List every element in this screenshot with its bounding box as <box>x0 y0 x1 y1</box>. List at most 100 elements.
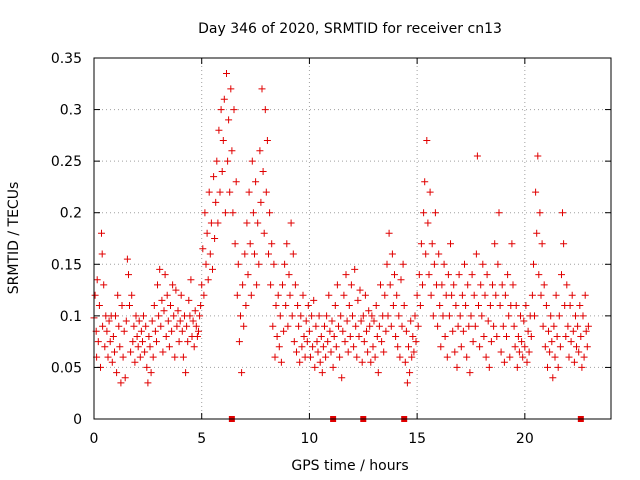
data-point <box>468 271 476 279</box>
data-point <box>548 338 556 346</box>
data-point <box>267 281 275 289</box>
data-point <box>219 137 227 144</box>
data-point <box>365 307 373 315</box>
data-point <box>492 291 500 299</box>
data-point <box>454 322 462 330</box>
data-point <box>323 312 331 320</box>
data-point <box>196 312 204 320</box>
data-point <box>162 333 170 340</box>
data-point <box>240 322 248 330</box>
data-point <box>165 343 173 351</box>
data-point <box>296 358 304 366</box>
data-point <box>448 291 456 299</box>
data-point <box>528 291 536 299</box>
data-point <box>257 198 265 206</box>
data-point <box>247 291 255 299</box>
data-point <box>501 291 509 299</box>
y-tick-label: 0.1 <box>60 309 82 325</box>
data-point <box>283 240 291 248</box>
data-point <box>421 178 429 186</box>
data-point <box>496 302 504 309</box>
data-point <box>536 209 544 217</box>
data-point <box>171 353 179 361</box>
data-point <box>480 333 488 340</box>
data-point <box>406 369 414 377</box>
data-point <box>213 157 221 165</box>
data-point <box>458 291 466 299</box>
data-point <box>377 281 384 289</box>
axis-ticks: 0 0.05 0.1 0.15 0.2 0.25 0.3 0.35 0 5 10 15 20 <box>51 51 611 447</box>
data-point <box>233 291 241 299</box>
data-point <box>294 302 302 309</box>
data-point <box>286 291 294 299</box>
data-point <box>224 157 232 165</box>
data-point <box>159 348 167 356</box>
data-point <box>560 240 568 248</box>
data-point <box>232 178 240 186</box>
data-point <box>189 317 197 325</box>
data-point <box>120 327 128 335</box>
data-point <box>201 209 209 217</box>
data-point <box>555 312 563 320</box>
data-point <box>122 317 130 325</box>
data-point <box>263 137 271 144</box>
data-point <box>291 281 299 289</box>
y-tick-label: 0.35 <box>51 51 82 67</box>
data-point <box>509 281 517 289</box>
data-point <box>582 327 590 335</box>
data-point <box>338 374 346 382</box>
data-point <box>108 358 116 366</box>
data-point <box>443 353 451 361</box>
data-point <box>319 343 327 351</box>
data-point <box>144 379 152 387</box>
data-point <box>525 348 533 356</box>
y-tick-label: 0.05 <box>51 360 82 376</box>
data-point <box>370 317 378 325</box>
data-point <box>326 327 334 335</box>
data-point <box>356 286 364 294</box>
data-point <box>475 302 482 309</box>
data-point <box>302 317 310 325</box>
data-point <box>308 312 316 320</box>
data-point <box>118 302 126 309</box>
data-point <box>167 302 174 309</box>
data-point <box>577 333 585 340</box>
data-point <box>407 317 415 325</box>
data-point <box>396 353 404 361</box>
data-point <box>521 343 529 351</box>
data-point <box>303 338 311 346</box>
data-point <box>183 322 191 330</box>
data-point <box>148 317 156 325</box>
data-point <box>403 379 411 387</box>
data-point <box>147 369 155 377</box>
data-point <box>386 281 394 289</box>
data-point <box>216 188 224 196</box>
data-point <box>198 281 206 289</box>
data-point <box>414 322 422 330</box>
data-point <box>177 291 185 299</box>
data-point <box>133 333 141 340</box>
data-point <box>140 312 147 320</box>
data-point <box>337 312 345 320</box>
data-point <box>329 363 337 371</box>
data-point <box>552 291 560 299</box>
data-point <box>157 322 165 330</box>
data-point <box>515 348 523 356</box>
data-point <box>290 338 298 346</box>
data-point <box>473 152 481 160</box>
data-point <box>335 322 342 330</box>
data-point <box>231 240 239 248</box>
data-point <box>285 271 293 279</box>
data-point <box>141 348 149 356</box>
data-point <box>256 147 264 155</box>
data-point <box>169 281 177 289</box>
data-point <box>349 312 356 320</box>
data-point <box>447 240 454 248</box>
data-point <box>422 250 430 258</box>
data-point <box>251 250 258 258</box>
data-point <box>424 219 432 227</box>
data-point <box>336 353 344 361</box>
data-point <box>315 312 323 320</box>
data-point <box>328 317 336 325</box>
